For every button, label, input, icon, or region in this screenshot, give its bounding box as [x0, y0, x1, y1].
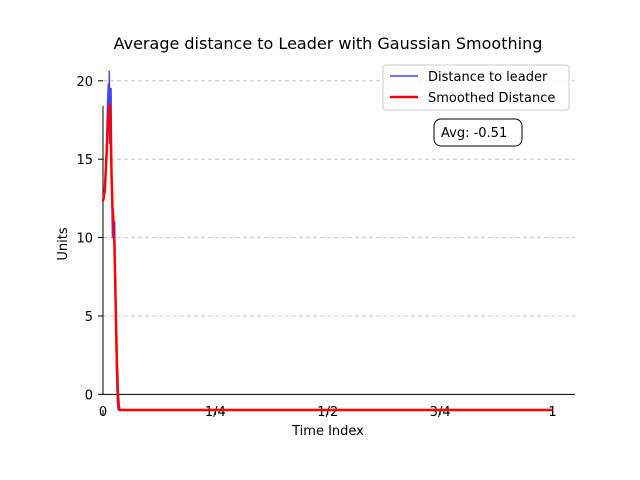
x-tick-label: 1 — [548, 405, 556, 420]
y-tick-label: 10 — [76, 232, 93, 247]
series-line-smoothed — [101, 103, 553, 412]
y-tick-label: 5 — [85, 310, 93, 325]
annotation-box — [433, 118, 523, 147]
y-tick-label: 0 — [85, 388, 93, 403]
grid-lines — [103, 80, 575, 317]
x-axis-label: Time Index — [291, 424, 364, 439]
legend-label-smoothed: Smoothed Distance — [428, 91, 555, 106]
annotation-text: Avg: -0.51 — [441, 126, 507, 141]
x-tick-label: 1/4 — [205, 405, 226, 420]
y-tick-label: 15 — [76, 153, 93, 168]
y-tick-label: 20 — [76, 75, 93, 90]
x-tick-label: 0 — [99, 405, 107, 420]
legend-frame — [382, 64, 570, 111]
legend-label-distance: Distance to leader — [428, 70, 548, 85]
chart-title: Average distance to Leader with Gaussian… — [114, 34, 543, 53]
series-lines — [101, 70, 553, 412]
x-tick-label: 3/4 — [430, 405, 451, 420]
legend: Distance to leader Smoothed Distance — [382, 64, 570, 111]
y-axis-label: Units — [56, 227, 71, 260]
axes: 0 5 10 15 20 0 1/4 1/2 3/4 1 — [76, 75, 575, 420]
average-annotation: Avg: -0.51 — [433, 118, 523, 147]
x-tick-label: 1/2 — [317, 405, 338, 420]
